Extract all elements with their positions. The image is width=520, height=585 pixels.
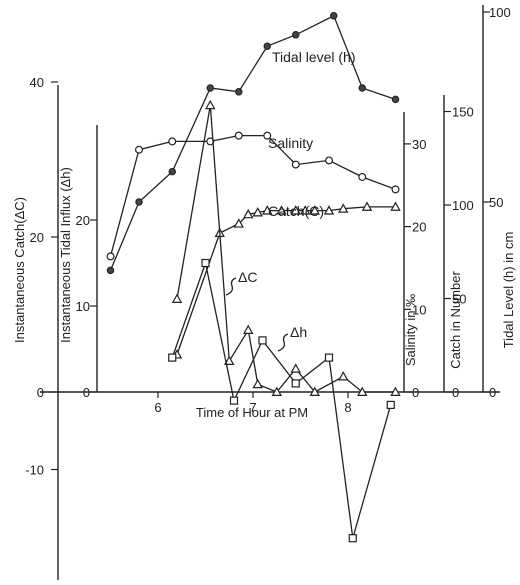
annotation-delta-h-leader (277, 333, 289, 352)
data-point-2-12 (361, 201, 373, 211)
data-point-0-8 (358, 84, 366, 92)
y-tick-label-catch_delta-1: 20 (30, 230, 44, 245)
x-tick-label-1: 7 (249, 400, 256, 415)
data-point-3-5 (271, 386, 282, 396)
data-point-4-0 (168, 353, 177, 362)
y-axis-label-tidal-influx: Instantaneous Tidal Influx (Δh) (58, 167, 73, 343)
y-tick-label-salinity-2: 10 (412, 302, 426, 317)
data-point-2-2 (233, 218, 244, 228)
data-point-0-1 (135, 198, 143, 206)
annotation-delta-c-leader (225, 277, 237, 296)
y-tick-label-salinity-1: 20 (412, 220, 426, 235)
data-point-0-0 (106, 266, 115, 275)
y-tick-label-catch_number-1: 100 (452, 198, 474, 213)
y-tick-label-tidal_level-2: 0 (489, 385, 496, 400)
data-point-1-1 (135, 145, 144, 154)
series-line-1 (109, 134, 396, 257)
data-point-1-8 (358, 172, 367, 181)
annotation-delta-c: ΔC (238, 269, 257, 285)
data-point-3-6 (290, 363, 301, 373)
data-point-1-0 (106, 252, 115, 261)
y-tick-label-catch_delta-0: 40 (30, 75, 44, 90)
y-tick-label-salinity-3: 0 (412, 385, 419, 400)
data-point-2-6 (276, 205, 287, 215)
data-point-2-11 (338, 203, 349, 213)
data-point-0-7 (329, 12, 338, 20)
annotation-delta-h: Δh (290, 324, 307, 340)
data-point-1-4 (234, 131, 243, 140)
annotation-tidal-level: Tidal level (h) (272, 49, 356, 65)
y-tick-label-tidal_level-0: 100 (489, 5, 511, 20)
data-point-4-1 (201, 258, 210, 268)
y-tick-label-tidal_influx-0: 20 (76, 213, 90, 228)
y-axis-label-tidal-level: Tidal Level (h) in cm (501, 232, 516, 349)
y-tick-label-catch_delta-3: -10 (25, 463, 44, 478)
data-point-4-3 (258, 336, 267, 345)
x-tick-label-0: 6 (154, 400, 161, 415)
data-point-4-2 (229, 396, 239, 405)
data-point-1-9 (391, 185, 400, 194)
data-point-0-4 (235, 88, 243, 96)
annotation-catch: Catch(C) (268, 203, 324, 219)
data-point-3-9 (357, 386, 368, 396)
data-point-1-7 (325, 156, 334, 165)
data-point-0-5 (263, 42, 271, 50)
data-point-1-6 (291, 160, 300, 169)
data-point-2-9 (309, 205, 320, 215)
data-point-4-4 (291, 379, 300, 388)
data-point-3-1 (205, 99, 216, 110)
series-line-4 (171, 260, 392, 539)
data-point-3-0 (171, 293, 183, 303)
series-layer (106, 12, 401, 543)
data-point-2-4 (252, 207, 263, 217)
data-point-0-2 (168, 167, 177, 176)
data-point-3-8 (338, 371, 349, 381)
data-point-3-10 (390, 386, 401, 396)
y-tick-label-catch_number-0: 150 (452, 105, 474, 120)
data-point-2-7 (290, 205, 301, 215)
data-point-4-5 (324, 353, 334, 362)
data-point-2-5 (262, 205, 273, 215)
data-point-1-3 (206, 137, 215, 146)
x-tick-label-2: 8 (344, 400, 351, 415)
y-axis-label-catch-number: Catch in Number (448, 271, 463, 369)
y-tick-label-tidal_level-1: 50 (489, 195, 503, 210)
data-point-2-13 (390, 201, 401, 211)
data-point-3-4 (252, 378, 263, 389)
data-point-2-3 (243, 208, 254, 219)
data-point-3-2 (224, 355, 235, 365)
y-tick-label-catch_number-3: 0 (452, 385, 459, 400)
y-axis-label-catch-delta: Instantaneous Catch(ΔC) (12, 197, 27, 343)
y-axis-label-salinity: Salinity in ‰ (403, 294, 418, 366)
data-point-3-7 (309, 386, 320, 396)
data-point-1-2 (168, 137, 177, 146)
x-axis-label: Time of Hour at PM (196, 405, 308, 420)
y-tick-label-tidal_influx-1: 10 (76, 299, 90, 314)
data-point-0-6 (291, 31, 300, 39)
data-point-4-7 (386, 400, 395, 409)
data-point-3-3 (243, 324, 254, 334)
series-line-0 (109, 14, 396, 271)
y-tick-label-catch_number-2: 50 (452, 292, 466, 307)
annotation-salinity: Salinity (268, 135, 313, 151)
y-tick-label-tidal_influx-2: 0 (83, 385, 90, 400)
data-point-1-5 (263, 131, 272, 140)
y-tick-label-salinity-0: 30 (412, 137, 426, 152)
data-point-2-8 (300, 205, 311, 215)
y-tick-label-catch_delta-2: 0 (37, 385, 44, 400)
data-point-4-6 (348, 534, 357, 543)
data-point-0-9 (391, 95, 400, 104)
label-layer: Time of Hour at PM Instantaneous Catch(Δ… (12, 49, 516, 420)
data-point-2-10 (323, 205, 335, 215)
data-point-0-3 (206, 84, 215, 92)
